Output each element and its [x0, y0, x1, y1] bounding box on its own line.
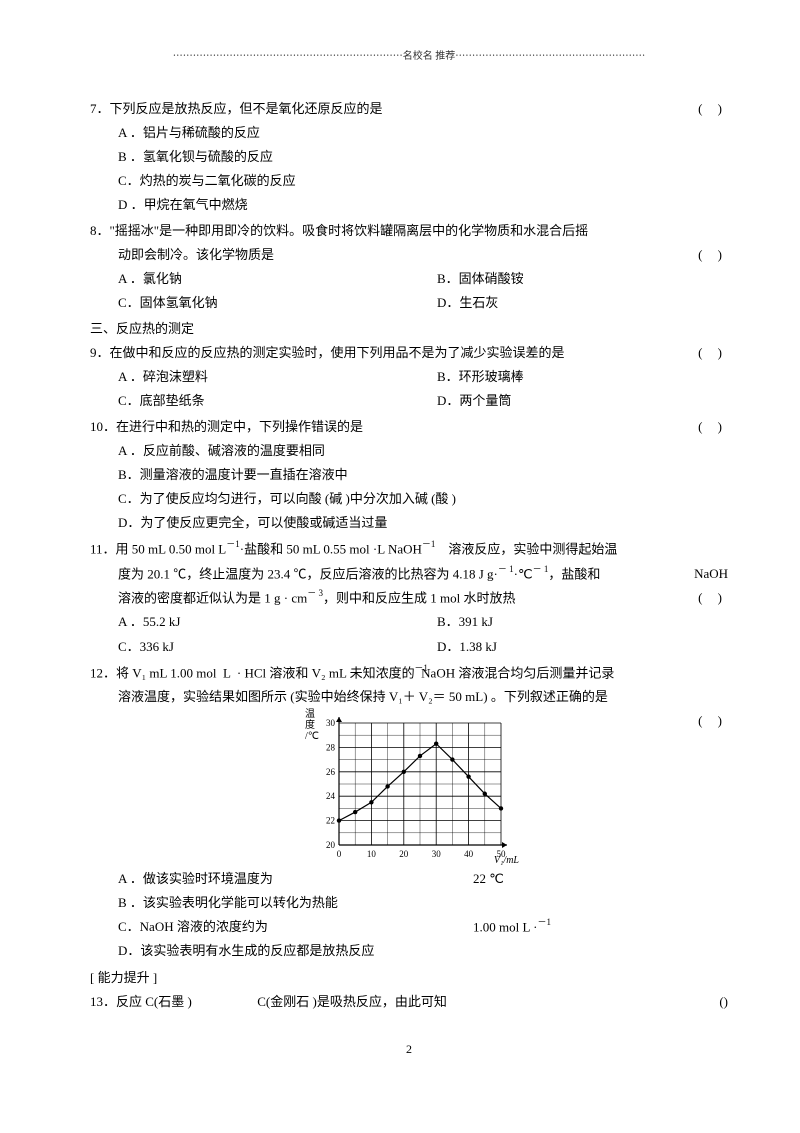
q11-s3a: 溶液的密度都近似认为是 1 g · cm	[118, 590, 307, 605]
q12-sup1: －1	[414, 663, 428, 673]
section-3-title: 三、反应热的测定	[90, 317, 728, 341]
q13-stem: 13．反应 C(石墨 ) C(金刚石 )是吸热反应，由此可知 ()	[90, 990, 728, 1014]
q8-stem-line2: 动即会制冷。该化学物质是 ( )	[90, 243, 728, 267]
q11-s1a: 11．用 50 mL 0.50 mol L	[90, 542, 226, 557]
q11-s3b: ，则中和反应生成 1 mol 水时放热	[323, 590, 515, 605]
q12-c-text: C．NaOH 溶液的浓度约为	[118, 919, 268, 934]
q10-stem-text: 10．在进行中和热的测定中，下列操作错误的是	[90, 419, 363, 434]
q12-opt-d: D．该实验表明有水生成的反应都是放热反应	[90, 939, 728, 963]
q12-opt-a: A ．做该实验时环境温度为	[90, 867, 373, 891]
q12-opt-c: C．NaOH 溶液的浓度约为	[90, 915, 373, 939]
page-number: 2	[90, 1038, 728, 1060]
q12-stem-line1: 12．将 V₁ mL 1.00 mol L · HCl 溶液和 V₂ mL 未知…	[90, 661, 728, 685]
q10-stem: 10．在进行中和热的测定中，下列操作错误的是 ( )	[90, 415, 728, 439]
svg-text:22: 22	[326, 816, 335, 826]
svg-text:10: 10	[367, 849, 377, 859]
q12-opt-a-val: 22 ℃	[373, 867, 728, 891]
q12-s2: 溶液温度，实验结果如图所示 (实验中始终保持 V₁＋ V₂＝ 50 mL) 。下…	[118, 689, 608, 704]
ability-heading: [ 能力提升 ]	[90, 966, 728, 990]
q11-s2b: ·℃	[514, 566, 533, 581]
q10-opt-a: A ．反应前酸、碱溶液的温度要相同	[90, 439, 728, 463]
q7-opt-b: B ．氢氧化钡与硫酸的反应	[90, 145, 728, 169]
q7-opt-d: D ．甲烷在氧气中燃烧	[90, 193, 728, 217]
q11-opt-d: D．1.38 kJ	[409, 635, 728, 659]
q12-opt-b: B ．该实验表明化学能可以转化为热能	[90, 891, 728, 915]
chart-svg: 30282624222001020304050	[309, 715, 509, 865]
q8-opt-a: A ．氯化钠	[90, 267, 409, 291]
q7-stem-text: 7．下列反应是放热反应，但不是氧化还原反应的是	[90, 101, 383, 116]
q12-sup2: －1	[538, 917, 552, 927]
q11-s2c: ，盐酸和	[548, 566, 600, 581]
q9-stem-text: 9．在做中和反应的反应热的测定实验时，使用下列用品不是为了减少实验误差的是	[90, 345, 565, 360]
q11-s1c: 溶液反应，实验中测得起始温	[448, 542, 617, 557]
svg-text:26: 26	[326, 767, 336, 777]
q10-opt-c: C．为了使反应均匀进行，可以向酸 (碱 )中分次加入碱 (酸 )	[90, 487, 728, 511]
q8-opt-b: B．固体硝酸铵	[409, 267, 728, 291]
svg-text:20: 20	[399, 849, 409, 859]
q11-s2d: NaOH	[694, 562, 728, 586]
q10-opt-b: B．测量溶液的温度计要一直插在溶液中	[90, 463, 728, 487]
q13-s1: 13．反应 C(石墨 )	[90, 990, 254, 1014]
q9-opt-a: A ．碎泡沫塑料	[90, 365, 409, 389]
svg-text:28: 28	[326, 742, 336, 752]
q12-paren: ( )	[698, 709, 728, 733]
q11-stem-line1: 11．用 50 mL 0.50 mol L－1·盐酸和 50 mL 0.55 m…	[90, 537, 728, 561]
svg-text:30: 30	[326, 718, 336, 728]
q12-s1a: 12．将 V₁ mL 1.00 mol L · HCl 溶液和 V₂ mL 未知…	[90, 665, 614, 680]
q7-paren: ( )	[698, 97, 728, 121]
q9-opt-c: C．底部垫纸条	[90, 389, 409, 413]
svg-text:30: 30	[432, 849, 442, 859]
q11-opt-a: A ．55.2 kJ	[90, 610, 409, 634]
q9-opt-d: D．两个量筒	[409, 389, 728, 413]
q11-stem-line2: 度为 20.1 ℃，终止温度为 23.4 ℃，反应后溶液的比热容为 4.18 J…	[90, 562, 728, 586]
svg-text:20: 20	[326, 840, 336, 850]
q11-paren: ( )	[698, 586, 728, 610]
header-recommendation: ⋯⋯⋯⋯⋯⋯⋯⋯⋯⋯⋯⋯⋯⋯⋯⋯⋯⋯⋯⋯⋯⋯⋯名校名 推荐⋯⋯⋯⋯⋯⋯⋯⋯⋯⋯⋯…	[90, 48, 728, 67]
chart-xlabel: V₁/mL	[494, 852, 519, 871]
q9-stem: 9．在做中和反应的反应热的测定实验时，使用下列用品不是为了减少实验误差的是 ( )	[90, 341, 728, 365]
q9-paren: ( )	[698, 341, 728, 365]
q8-stem2-text: 动即会制冷。该化学物质是	[118, 247, 274, 262]
q12-chart: 温 度 /℃ 30282624222001020304050 V₁/mL	[90, 715, 728, 865]
q11-sup3: － 1	[498, 564, 514, 574]
svg-text:40: 40	[464, 849, 474, 859]
q11-sup5: － 3	[307, 588, 323, 598]
q11-sup1: －1	[226, 539, 240, 549]
q7-stem: 7．下列反应是放热反应，但不是氧化还原反应的是 ( )	[90, 97, 728, 121]
q10-opt-d: D．为了使反应更完全，可以使酸或碱适当过量	[90, 511, 728, 535]
svg-text:0: 0	[337, 849, 342, 859]
q12-c2-text: 1.00 mol L ·	[473, 919, 538, 934]
svg-text:24: 24	[326, 791, 336, 801]
q11-opt-b: B．391 kJ	[409, 610, 728, 634]
q12-stem-line2: 溶液温度，实验结果如图所示 (实验中始终保持 V₁＋ V₂＝ 50 mL) 。下…	[90, 685, 728, 709]
q11-stem-line3: 溶液的密度都近似认为是 1 g · cm－ 3，则中和反应生成 1 mol 水时…	[90, 586, 728, 610]
q12-opt-c-val: 1.00 mol L ·－1	[373, 915, 728, 939]
q9-opt-b: B．环形玻璃棒	[409, 365, 728, 389]
q13-s2: C(金刚石 )是吸热反应，由此可知	[257, 994, 447, 1009]
q8-opt-d: D．生石灰	[409, 291, 728, 315]
q10-paren: ( )	[698, 415, 728, 439]
q11-s1b: ·盐酸和 50 mL 0.55 mol ·L NaOH	[240, 542, 422, 557]
q11-s2a: 度为 20.1 ℃，终止温度为 23.4 ℃，反应后溶液的比热容为 4.18 J…	[118, 566, 498, 581]
q11-sup4: － 1	[533, 564, 549, 574]
q11-sup2: －1	[422, 539, 436, 549]
q7-opt-c: C．灼热的炭与二氧化碳的反应	[90, 169, 728, 193]
q8-stem-line1: 8．"摇摇冰"是一种即用即冷的饮料。吸食时将饮料罐隔离层中的化学物质和水混合后摇	[90, 219, 728, 243]
q11-opt-c: C．336 kJ	[90, 635, 409, 659]
q8-paren: ( )	[698, 243, 728, 267]
q7-opt-a: A ．铝片与稀硫酸的反应	[90, 121, 728, 145]
q8-opt-c: C．固体氢氧化钠	[90, 291, 409, 315]
q13-paren: ()	[719, 990, 728, 1014]
